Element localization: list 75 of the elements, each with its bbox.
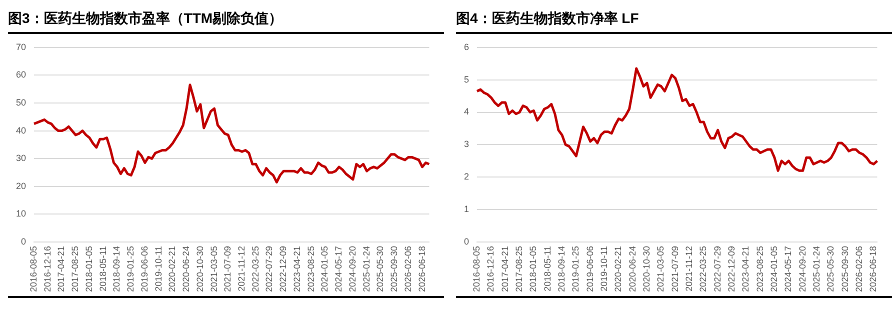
x-tick-label: 2017-04-21 [500,246,510,292]
x-tick-label: 2020-06-24 [181,246,192,292]
x-tick-label: 2018-09-14 [112,246,122,292]
chart-title: 图4：医药生物指数市净率 LF [456,8,892,34]
x-tick-label: 2016-12-16 [486,246,496,292]
x-tick-label: 2020-02-21 [167,246,178,292]
x-tick-label: 2023-08-25 [754,246,765,292]
x-tick-label: 2022-03-25 [250,246,260,292]
x-tick-label: 2024-01-05 [320,246,330,292]
x-tick-label: 2021-11-12 [684,246,694,292]
x-tick-label: 2026-06-18 [416,246,427,292]
x-tick-label: 2018-01-05 [528,246,538,292]
y-tick-label: 20 [16,180,26,191]
x-tick-label: 2016-08-05 [471,246,482,292]
x-tick-label: 2019-10-11 [153,246,164,292]
x-tick-label: 2024-05-17 [334,246,344,292]
x-tick-label: 2023-04-21 [292,246,302,292]
x-tick-label: 2025-01-24 [361,246,372,292]
x-tick-label: 2021-03-05 [656,246,666,292]
x-tick-label: 2018-01-05 [84,246,94,292]
x-tick-label: 2022-07-29 [712,246,722,292]
x-tick-label: 2017-08-25 [70,246,80,292]
x-tick-label: 2019-01-25 [126,246,136,292]
x-tick-label: 2025-05-30 [826,246,836,292]
x-tick-label: 2022-07-29 [264,246,274,292]
x-tick-label: 2022-12-09 [278,246,288,292]
x-tick-label: 2019-06-06 [584,246,595,292]
x-tick-label: 2019-10-11 [598,246,609,292]
x-tick-label: 2019-06-06 [139,246,150,292]
x-tick-label: 2026-02-06 [402,246,413,292]
x-tick-label: 2020-02-21 [613,246,624,292]
x-tick-label: 2020-10-30 [641,246,652,292]
x-tick-label: 2016-08-05 [28,246,38,292]
chart-title: 图3：医药生物指数市盈率（TTM剔除负值） [8,8,444,34]
x-tick-label: 2023-04-21 [740,246,751,292]
x-tick-label: 2023-08-25 [306,246,316,292]
y-tick-label: 10 [16,208,26,219]
x-tick-label: 2021-07-09 [222,246,233,292]
x-tick-label: 2016-12-16 [42,246,52,292]
y-tick-label: 50 [16,97,26,108]
x-tick-label: 2025-05-30 [375,246,386,292]
x-tick-label: 2019-01-25 [570,246,581,292]
x-tick-label: 2021-11-12 [236,246,246,292]
y-tick-label: 5 [464,74,470,84]
x-tick-label: 2024-09-20 [797,246,808,292]
x-tick-label: 2026-02-06 [854,246,864,292]
y-tick-label: 1 [464,204,470,214]
x-tick-label: 2024-09-20 [347,246,358,292]
y-tick-label: 0 [464,236,470,246]
y-tick-label: 40 [16,125,26,136]
x-tick-label: 2017-08-25 [514,246,524,292]
y-tick-label: 2 [464,172,470,182]
y-tick-label: 60 [16,70,26,80]
y-tick-label: 6 [464,42,470,52]
x-tick-label: 2018-09-14 [556,246,566,292]
x-tick-label: 2022-12-09 [726,246,736,292]
x-tick-label: 2025-09-30 [840,246,850,292]
x-tick-label: 2017-04-21 [56,246,66,292]
x-tick-label: 2018-05-11 [98,246,108,292]
x-tick-label: 2020-10-30 [194,246,205,292]
y-tick-label: 0 [20,236,26,246]
x-tick-label: 2020-06-24 [627,246,638,292]
x-tick-label: 2025-09-30 [389,246,400,292]
x-tick-label: 2025-01-24 [811,246,822,292]
y-tick-label: 30 [16,153,26,164]
x-tick-label: 2024-01-05 [768,246,779,292]
x-tick-label: 2021-07-09 [670,246,680,292]
x-tick-label: 2018-05-11 [542,246,552,292]
x-tick-label: 2022-03-25 [698,246,708,292]
y-tick-label: 70 [16,42,26,52]
y-tick-label: 3 [464,139,470,150]
x-tick-label: 2026-06-18 [868,246,878,292]
x-tick-label: 2021-03-05 [208,246,219,292]
y-tick-label: 4 [464,106,470,117]
x-tick-label: 2024-05-17 [783,246,794,292]
